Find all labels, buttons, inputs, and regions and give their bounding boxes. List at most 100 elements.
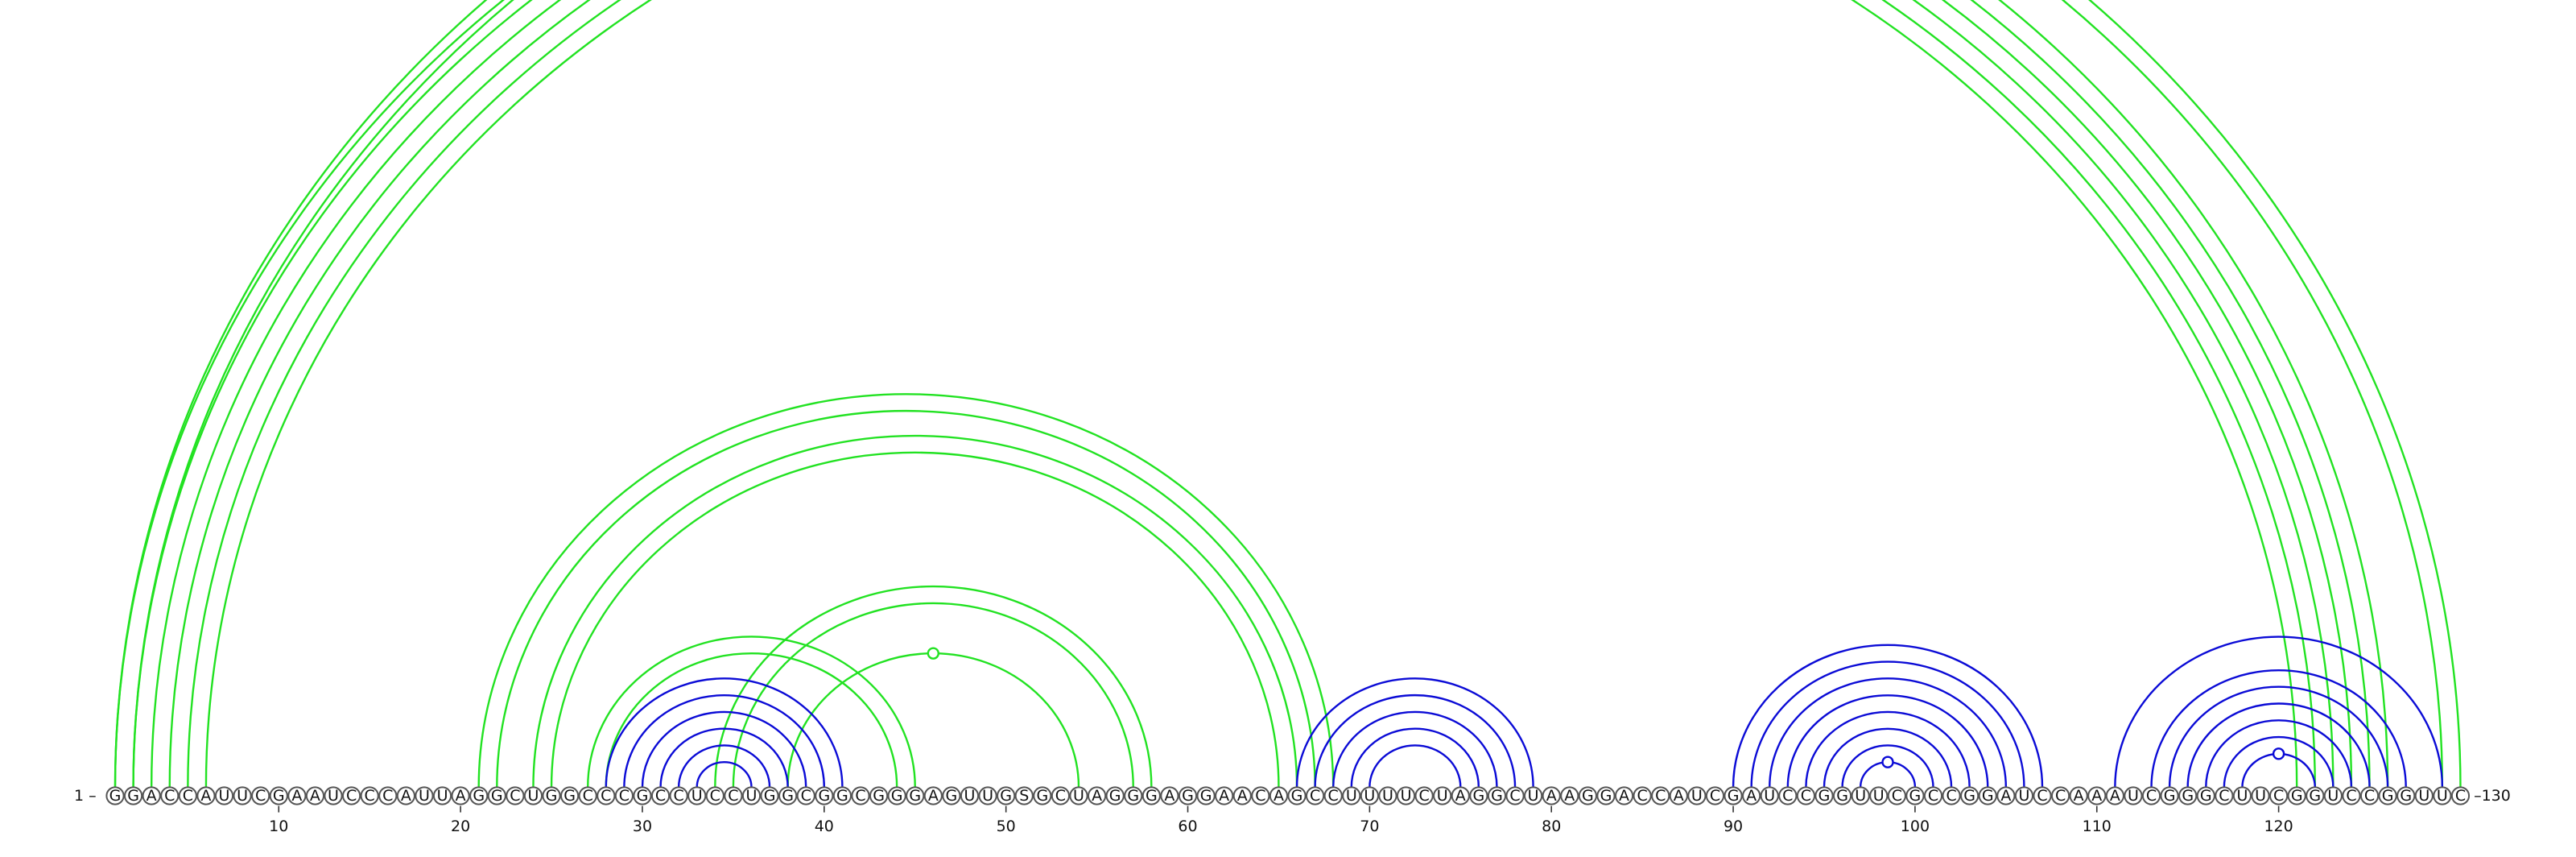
nucleotide-61-letter: G bbox=[1200, 787, 1212, 805]
nucleotide-43-letter: G bbox=[873, 787, 885, 805]
nucleotide-1-circle bbox=[105, 786, 125, 805]
nucleotide-122-circle bbox=[2306, 786, 2325, 805]
outer-pseudoknot-helix-pair-1-126 bbox=[114, 0, 2389, 788]
nucleotide-7-letter: U bbox=[219, 787, 230, 805]
hairpin-90-107-apex-marker bbox=[1881, 756, 1894, 768]
nucleotide-29-letter: C bbox=[619, 787, 630, 805]
nucleotide-97-letter: U bbox=[1855, 787, 1866, 805]
nucleotide-52-letter: G bbox=[1036, 787, 1048, 805]
nucleotide-34-letter: C bbox=[710, 787, 720, 805]
nucleotide-16-letter: C bbox=[382, 787, 393, 805]
nucleotide-1-letter: G bbox=[109, 787, 122, 805]
nucleotide-59-letter: A bbox=[1164, 787, 1174, 805]
nucleotide-11-letter: A bbox=[291, 787, 302, 805]
nucleotide-104-letter: G bbox=[1982, 787, 1994, 805]
nucleotide-119-circle bbox=[2251, 786, 2270, 805]
nucleotide-115-circle bbox=[2178, 786, 2198, 805]
nucleotide-111-circle bbox=[2105, 786, 2124, 805]
nucleotide-6-letter: A bbox=[200, 787, 211, 805]
nucleotide-25-letter: G bbox=[546, 787, 558, 805]
nucleotide-9-circle bbox=[251, 786, 270, 805]
nucleotide-55-letter: A bbox=[1092, 787, 1102, 805]
nucleotide-76-circle bbox=[1469, 786, 1488, 805]
nucleotide-108-circle bbox=[2050, 786, 2070, 805]
nucleotide-130-circle bbox=[2450, 786, 2471, 805]
nucleotide-101-circle bbox=[1923, 786, 1943, 805]
nucleotide-101-letter: C bbox=[1928, 787, 1938, 805]
nucleotide-67-circle bbox=[1306, 786, 1325, 805]
nucleotide-32-letter: C bbox=[673, 787, 683, 805]
nucleotide-3-circle bbox=[142, 786, 161, 805]
nucleotide-20-letter: A bbox=[456, 787, 466, 805]
hairpin-30-40-pair-29-40 bbox=[623, 693, 826, 788]
nucleotide-121-letter: G bbox=[2291, 787, 2303, 805]
tick-label-90: 90 bbox=[1724, 818, 1743, 835]
hairpin-30-40-pair-31-38 bbox=[659, 727, 789, 788]
nucleotide-125-letter: C bbox=[2364, 787, 2375, 805]
nucleotide-85-circle bbox=[1633, 786, 1652, 805]
nucleotide-50-letter: G bbox=[1000, 787, 1012, 805]
hairpin-111-129-pair-114-126 bbox=[2168, 685, 2389, 788]
nucleotide-45-circle bbox=[906, 786, 925, 805]
nucleotide-43-circle bbox=[869, 786, 889, 805]
nucleotide-35-letter: C bbox=[728, 787, 738, 805]
nucleotide-8-circle bbox=[233, 786, 252, 805]
nucleotide-53-letter: C bbox=[1055, 787, 1066, 805]
nucleotide-96-letter: G bbox=[1836, 787, 1848, 805]
left-interior-helix-pair-27-45 bbox=[587, 636, 916, 788]
nucleotide-117-letter: C bbox=[2219, 787, 2229, 805]
tick-label-40: 40 bbox=[815, 818, 834, 835]
nucleotide-87-circle bbox=[1669, 786, 1688, 805]
nucleotide-59-circle bbox=[1160, 786, 1179, 805]
nucleotide-84-circle bbox=[1614, 786, 1634, 805]
nucleotide-64-circle bbox=[1251, 786, 1270, 805]
tick-label-60: 60 bbox=[1178, 818, 1197, 835]
middle-pseudoknot-helix-pair-24-66 bbox=[532, 434, 1298, 788]
nucleotide-10-letter: G bbox=[273, 787, 285, 805]
single-pseudoknot-pair-apex-marker bbox=[927, 647, 940, 660]
nucleotide-57-circle bbox=[1124, 786, 1143, 805]
hairpin-90-107-pair-93-104 bbox=[1786, 694, 1989, 788]
outer-pseudoknot-helix-pair-6-121 bbox=[206, 0, 2297, 787]
nucleotide-116-letter: G bbox=[2200, 787, 2212, 805]
nucleotide-83-circle bbox=[1596, 786, 1616, 805]
nucleotide-21-circle bbox=[469, 786, 489, 805]
nucleotide-104-circle bbox=[1978, 786, 1997, 805]
nucleotide-81-circle bbox=[1560, 786, 1579, 805]
nucleotide-9-letter: C bbox=[255, 787, 266, 805]
hairpin-111-129-pair-113-127 bbox=[2150, 669, 2407, 788]
nucleotide-109-letter: A bbox=[2074, 787, 2084, 805]
nucleotide-97-circle bbox=[1851, 786, 1870, 805]
nucleotide-40-letter: G bbox=[818, 787, 830, 805]
nucleotide-21-letter: G bbox=[473, 787, 485, 805]
outer-pseudoknot-helix-pair-5-122 bbox=[187, 0, 2316, 788]
nucleotide-68-circle bbox=[1323, 786, 1343, 805]
nucleotide-3-letter: A bbox=[147, 787, 157, 805]
nucleotide-78-circle bbox=[1505, 786, 1525, 805]
nucleotide-20-circle bbox=[451, 786, 470, 805]
nucleotide-112-circle bbox=[2124, 786, 2143, 805]
hairpin-90-107-pair-94-103 bbox=[1805, 711, 1971, 788]
long-range-bracket-pair-2-129 bbox=[134, 0, 2442, 787]
nucleotide-125-circle bbox=[2359, 786, 2380, 805]
nucleotide-35-circle bbox=[724, 786, 743, 805]
nucleotide-71-letter: U bbox=[1382, 787, 1393, 805]
nucleotide-86-circle bbox=[1651, 786, 1670, 805]
middle-pseudoknot-helix-pair-22-67 bbox=[496, 410, 1316, 788]
nucleotide-124-letter: C bbox=[2346, 787, 2356, 805]
nucleotide-47-letter: G bbox=[946, 787, 958, 805]
nucleotide-93-circle bbox=[1778, 786, 1798, 805]
right-interior-helix-pair-35-57 bbox=[732, 602, 1134, 788]
hairpin-111-129-pair-115-125 bbox=[2186, 702, 2371, 788]
nucleotide-115-letter: G bbox=[2182, 787, 2194, 805]
hairpin-66-79-pair-70-75 bbox=[1368, 744, 1462, 788]
nucleotide-80-letter: A bbox=[1546, 787, 1557, 805]
nucleotide-98-circle bbox=[1869, 786, 1889, 805]
nucleotide-15-circle bbox=[360, 786, 379, 805]
nucleotide-81-letter: A bbox=[1564, 787, 1575, 805]
nucleotide-34-circle bbox=[705, 786, 724, 805]
nucleotide-45-letter: G bbox=[909, 787, 921, 805]
nucleotide-41-letter: G bbox=[836, 787, 848, 805]
tick-label-70: 70 bbox=[1360, 818, 1379, 835]
